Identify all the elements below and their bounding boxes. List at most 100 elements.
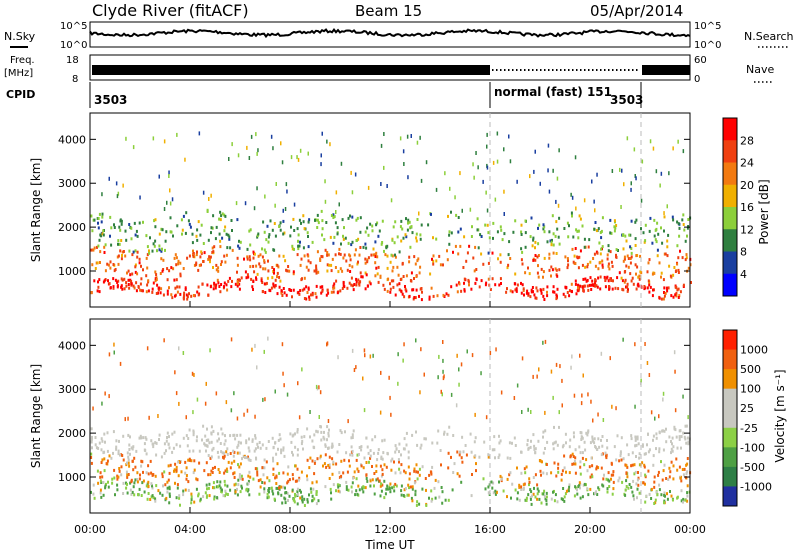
heatmap-cell	[335, 190, 338, 195]
heatmap-cell	[407, 456, 410, 460]
heatmap-cell	[438, 254, 441, 258]
heatmap-cell	[272, 284, 275, 288]
heatmap-cell	[108, 282, 111, 286]
heatmap-cell	[136, 480, 139, 484]
heatmap-cell	[196, 238, 199, 242]
heatmap-cell	[225, 283, 228, 287]
heatmap-cell	[139, 473, 141, 477]
heatmap-cell	[419, 237, 422, 241]
heatmap-cell	[527, 407, 529, 412]
heatmap-cell	[202, 260, 205, 263]
heatmap-cell	[280, 141, 282, 146]
beam-title: Beam 15	[355, 2, 422, 20]
heatmap-cell	[151, 290, 154, 294]
heatmap-cell	[655, 169, 658, 174]
heatmap-cell	[435, 237, 438, 241]
heatmap-cell	[522, 289, 525, 292]
heatmap-cell	[145, 274, 148, 278]
heatmap-cell	[228, 276, 231, 280]
heatmap-cell	[119, 453, 121, 457]
heatmap-cell	[358, 253, 361, 257]
heatmap-cell	[315, 295, 318, 299]
heatmap-cell	[335, 489, 337, 493]
heatmap-cell	[565, 286, 568, 289]
heatmap-cell	[221, 432, 224, 436]
heatmap-cell	[341, 269, 344, 273]
heatmap-cell	[311, 481, 314, 485]
heatmap-cell	[601, 265, 604, 269]
heatmap-cell	[127, 458, 130, 462]
heatmap-cell	[317, 221, 320, 225]
heatmap-cell	[140, 277, 143, 281]
heatmap-cell	[115, 181, 118, 186]
heatmap-cell	[158, 286, 161, 290]
heatmap-cell	[116, 474, 119, 478]
heatmap-cell	[214, 465, 216, 469]
heatmap-cell	[420, 178, 423, 183]
heatmap-cell	[666, 254, 669, 258]
heatmap-cell	[340, 431, 343, 435]
heatmap-cell	[660, 297, 663, 301]
heatmap-cell	[384, 492, 387, 496]
heatmap-cell	[605, 276, 608, 280]
colorbar-tick-label: 100	[740, 383, 761, 396]
time-xlabel: Time UT	[364, 538, 415, 552]
heatmap-cell	[596, 448, 599, 451]
heatmap-cell	[284, 207, 287, 211]
heatmap-cell	[256, 235, 259, 239]
heatmap-cell	[269, 219, 272, 223]
heatmap-cell	[599, 260, 602, 264]
heatmap-cell	[219, 480, 222, 484]
heatmap-cell	[465, 259, 468, 263]
heatmap-cell	[621, 287, 624, 291]
heatmap-cell	[112, 263, 115, 266]
heatmap-cell	[480, 235, 483, 238]
heatmap-cell	[428, 295, 431, 299]
heatmap-cell	[446, 249, 448, 253]
heatmap-cell	[127, 473, 130, 476]
heatmap-cell	[369, 456, 372, 460]
heatmap-cell	[168, 174, 170, 178]
heatmap-cell	[364, 271, 367, 275]
heatmap-cell	[190, 495, 193, 499]
heatmap-cell	[207, 454, 210, 457]
heatmap-cell	[634, 237, 637, 241]
heatmap-cell	[334, 221, 337, 225]
heatmap-cell	[263, 260, 266, 264]
heatmap-cell	[466, 349, 468, 354]
heatmap-cell	[274, 284, 277, 288]
heatmap-cell	[520, 233, 523, 236]
heatmap-cell	[394, 471, 397, 475]
heatmap-cell	[680, 489, 683, 493]
heatmap-cell	[338, 471, 341, 475]
heatmap-cell	[635, 254, 638, 258]
heatmap-cell	[673, 425, 676, 429]
heatmap-cell	[168, 170, 170, 175]
heatmap-cell	[682, 473, 685, 477]
heatmap-cell	[210, 425, 213, 429]
heatmap-cell	[243, 412, 245, 417]
x-tick-label: 04:00	[174, 523, 206, 536]
heatmap-cell	[205, 381, 207, 386]
heatmap-cell	[474, 281, 477, 285]
heatmap-cell	[587, 429, 590, 433]
heatmap-cell	[95, 446, 98, 450]
heatmap-cell	[580, 401, 583, 406]
heatmap-cell	[264, 291, 267, 294]
heatmap-cell	[409, 245, 412, 249]
heatmap-cell	[569, 455, 572, 459]
heatmap-cell	[233, 450, 236, 454]
heatmap-cell	[223, 254, 226, 258]
heatmap-cell	[536, 487, 539, 491]
heatmap-cell	[92, 483, 95, 487]
heatmap-cell	[331, 442, 334, 446]
heatmap-cell	[390, 198, 393, 203]
heatmap-cell	[195, 261, 198, 265]
heatmap-cell	[577, 485, 580, 489]
heatmap-cell	[306, 498, 309, 502]
heatmap-cell	[237, 483, 240, 487]
heatmap-cell	[307, 235, 309, 238]
heatmap-cell	[413, 467, 416, 471]
heatmap-cell	[582, 277, 585, 281]
heatmap-cell	[313, 433, 316, 437]
